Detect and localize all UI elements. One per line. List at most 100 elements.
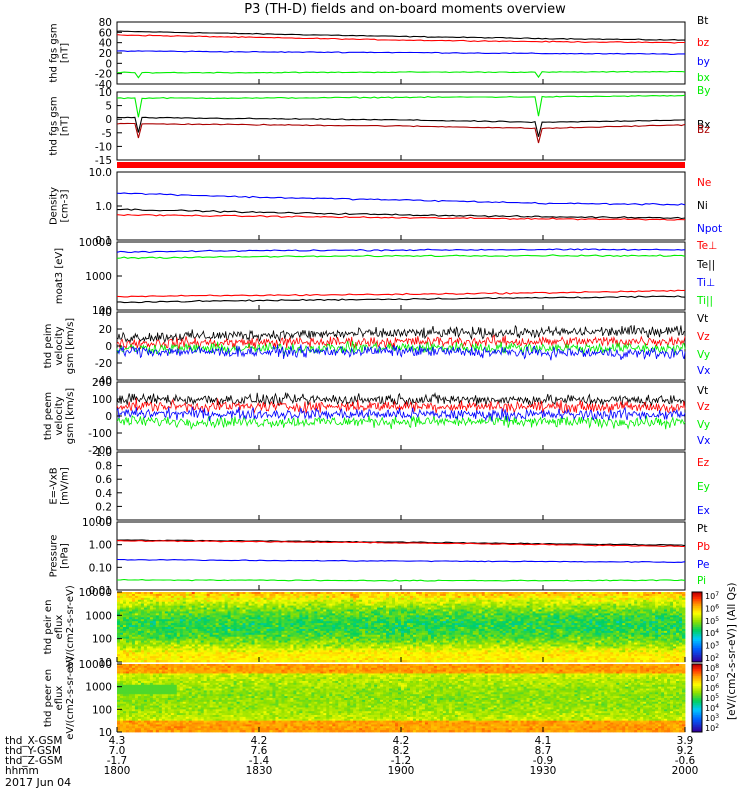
heatmap-cell: [119, 611, 124, 614]
heatmap-cell: [412, 611, 417, 614]
heatmap-cell: [430, 617, 435, 620]
heatmap-cell: [161, 621, 166, 624]
heatmap-cell: [661, 603, 665, 607]
heatmap-cell: [511, 603, 515, 607]
heatmap-cell: [320, 621, 324, 624]
heatmap-cell: [311, 615, 315, 618]
heatmap-cell: [329, 619, 333, 622]
heatmap-cell: [646, 607, 650, 610]
series-line-vt: [116, 391, 686, 407]
heatmap-cell: [484, 613, 489, 616]
heatmap-cell: [631, 609, 635, 612]
heatmap-cell: [344, 613, 348, 616]
heatmap-cell: [242, 617, 246, 620]
heatmap-cell: [658, 613, 662, 616]
heatmap-cell: [161, 619, 166, 622]
heatmap-cell: [326, 611, 330, 614]
heatmap-cell: [451, 619, 456, 622]
heatmap-cell: [517, 609, 521, 612]
heatmap-cell: [203, 619, 208, 622]
heatmap-cell: [119, 623, 124, 626]
heatmap-cell: [682, 597, 686, 601]
heatmap-cell: [194, 601, 199, 605]
heatmap-cell: [152, 621, 157, 624]
heatmap-cell: [380, 611, 384, 614]
heatmap-cell: [535, 603, 539, 607]
heatmap-cell: [571, 597, 575, 601]
heatmap-cell: [326, 601, 330, 605]
heatmap-cell: [586, 625, 590, 628]
heatmap-cell: [592, 595, 596, 599]
heatmap-cell: [682, 595, 686, 599]
heatmap-cell: [278, 599, 282, 603]
heatmap-cell: [493, 625, 498, 628]
heatmap-cell: [203, 592, 208, 595]
heatmap-cell: [658, 619, 662, 622]
heatmap-cell: [350, 615, 354, 618]
heatmap-cell: [646, 611, 650, 614]
heatmap-cell: [371, 615, 375, 618]
heatmap-cell: [424, 593, 429, 597]
legend-label: Ti⊥: [696, 277, 715, 289]
heatmap-cell: [490, 597, 495, 601]
heatmap-cell: [143, 592, 148, 595]
heatmap-cell: [646, 603, 650, 607]
heatmap-cell: [251, 625, 255, 628]
heatmap-cell: [664, 617, 668, 620]
heatmap-cell: [478, 623, 483, 626]
heatmap-cell: [137, 592, 142, 595]
heatmap-cell: [209, 609, 214, 612]
heatmap-cell: [583, 607, 587, 610]
y-tick-label: -20: [95, 69, 112, 81]
heatmap-cell: [550, 609, 554, 612]
heatmap-cell: [335, 597, 339, 601]
heatmap-cell: [167, 627, 172, 630]
heatmap-cell: [398, 611, 402, 614]
heatmap-cell: [448, 605, 453, 608]
heatmap-cell: [317, 607, 321, 610]
heatmap-cell: [308, 609, 312, 612]
heatmap-cell: [161, 603, 166, 607]
heatmap-cell: [682, 605, 686, 608]
heatmap-cell: [457, 621, 462, 624]
heatmap-cell: [236, 593, 240, 597]
heatmap-cell: [242, 613, 246, 616]
heatmap-cell: [350, 613, 354, 616]
heatmap-cell: [380, 605, 384, 608]
heatmap-cell: [131, 611, 136, 614]
heatmap-cell: [607, 597, 611, 601]
heatmap-cell: [371, 617, 375, 620]
heatmap-cell: [206, 601, 211, 605]
heatmap-cell: [502, 593, 507, 597]
heatmap-cell: [389, 625, 393, 628]
heatmap-cell: [514, 593, 518, 597]
heatmap-cell: [314, 611, 318, 614]
heatmap-cell: [353, 595, 357, 599]
heatmap-cell: [173, 621, 178, 624]
heatmap-cell: [206, 605, 211, 608]
heatmap-cell: [487, 623, 492, 626]
heatmap-cell: [323, 613, 327, 616]
heatmap-cell: [682, 593, 686, 597]
heatmap-cell: [236, 615, 240, 618]
heatmap-cell: [131, 595, 136, 599]
heatmap-cell: [302, 592, 306, 595]
heatmap-cell: [200, 592, 205, 595]
heatmap-cell: [532, 611, 536, 614]
heatmap-cell: [496, 601, 501, 605]
heatmap-cell: [290, 605, 294, 608]
heatmap-cell: [371, 593, 375, 597]
heatmap-cell: [532, 601, 536, 605]
heatmap-cell: [415, 595, 420, 599]
heatmap-cell: [344, 617, 348, 620]
heatmap-cell: [167, 625, 172, 628]
heatmap-cell: [347, 601, 351, 605]
heatmap-cell: [263, 603, 267, 607]
heatmap-cell: [401, 593, 405, 597]
heatmap-cell: [401, 617, 405, 620]
heatmap-cell: [499, 615, 504, 618]
heatmap-cell: [119, 609, 124, 612]
heatmap-cell: [496, 599, 501, 603]
heatmap-cell: [466, 603, 471, 607]
heatmap-cell: [293, 607, 297, 610]
